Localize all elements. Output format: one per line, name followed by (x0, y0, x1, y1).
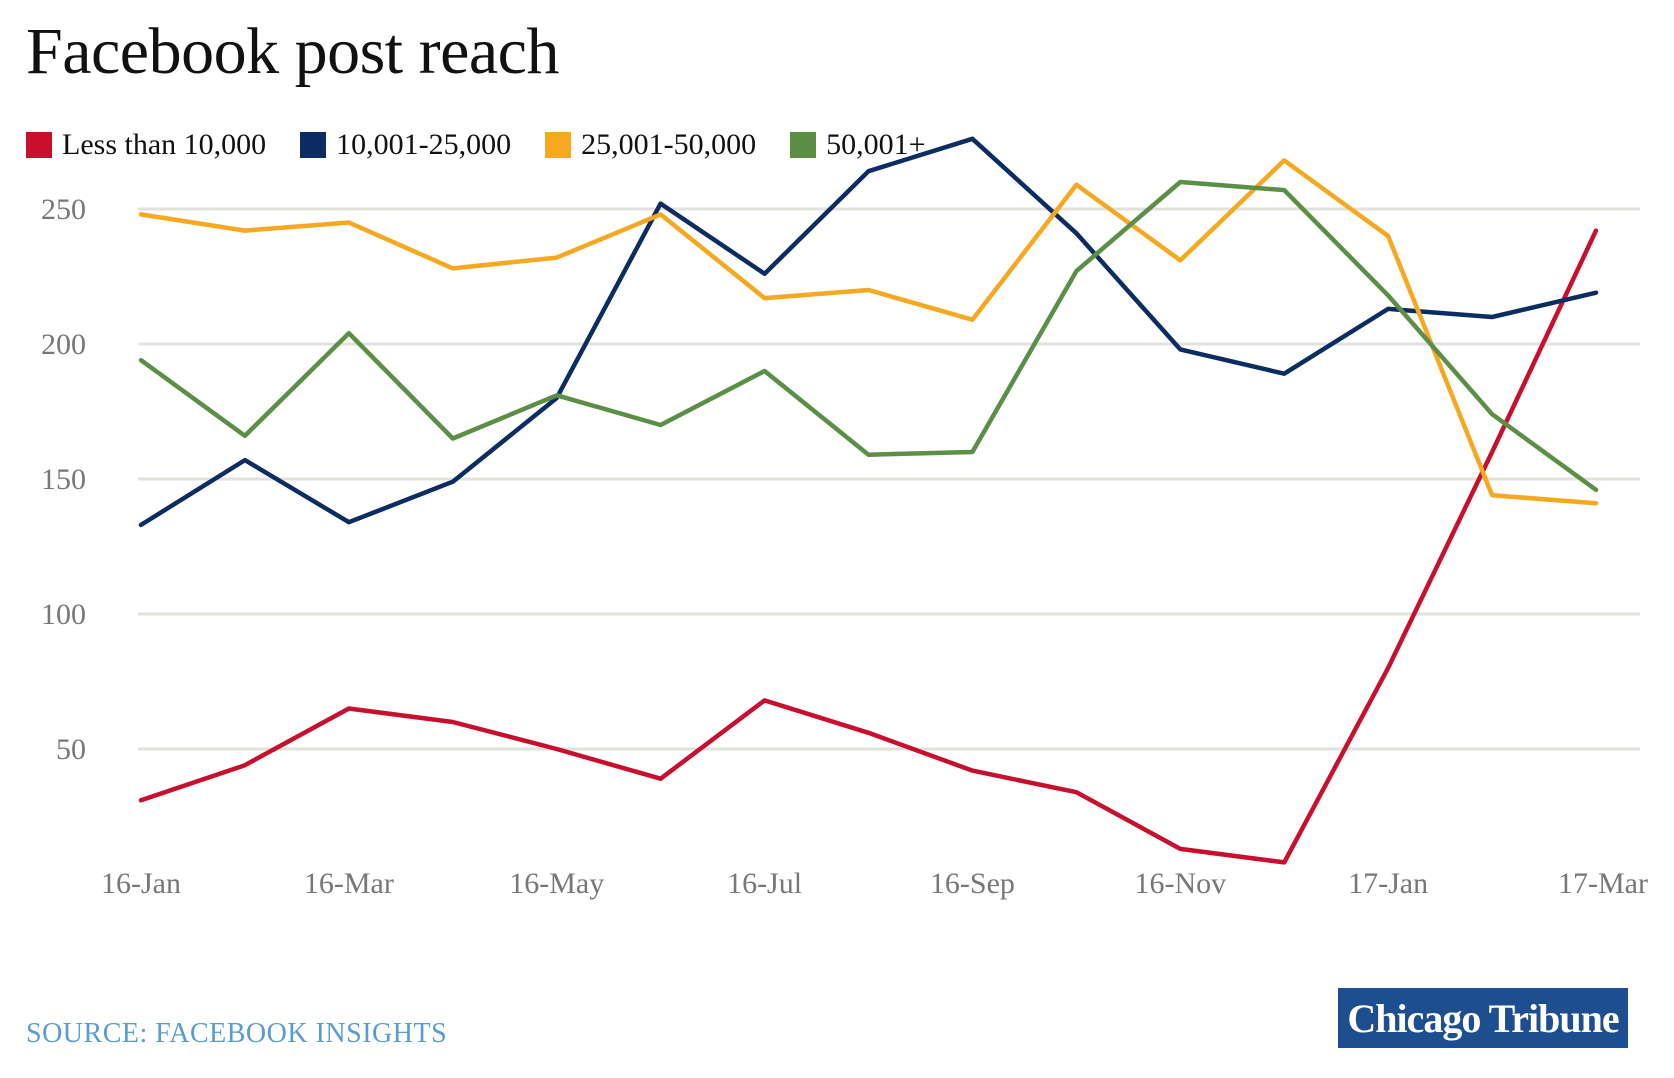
y-tick-label-50: 50 (56, 733, 86, 766)
y-tick-label-100: 100 (41, 598, 86, 631)
y-axis-labels: 50 100 150 200 250 (41, 193, 86, 766)
chart-title: Facebook post reach (26, 15, 559, 88)
legend-item-10001-25000: 10,001-25,000 (300, 128, 511, 162)
y-tick-label-250: 250 (41, 193, 86, 226)
series-line-50-001 (138, 179, 1599, 493)
legend-item-less-than-10000: Less than 10,000 (26, 128, 266, 162)
legend-label-less-than-10000: Less than 10,000 (62, 128, 267, 161)
y-tick-label-200: 200 (41, 328, 86, 361)
series-line-25-001-50-000 (138, 158, 1599, 506)
legend-swatch-less-than-10000 (26, 132, 52, 158)
x-tick-label-16-sep: 16-Sep (930, 867, 1015, 900)
x-tick-label-16-nov: 16-Nov (1134, 867, 1226, 900)
x-tick-label-17-mar: 17-Mar (1558, 867, 1648, 900)
series-line-10-001-25-000 (138, 136, 1599, 528)
legend-label-10001-25000: 10,001-25,000 (336, 128, 512, 161)
legend-swatch-25001-50000 (545, 132, 572, 158)
x-tick-label-16-may: 16-May (509, 867, 604, 900)
x-tick-label-16-jan: 16-Jan (101, 867, 181, 900)
gridlines (138, 207, 1640, 751)
x-tick-label-17-jan: 17-Jan (1348, 867, 1428, 900)
source-note: SOURCE: FACEBOOK INSIGHTS (26, 1018, 448, 1049)
legend-label-25001-50000: 25,001-50,000 (581, 128, 757, 161)
legend-swatch-10001-25000 (300, 132, 327, 158)
legend-label-50001-plus: 50,001+ (826, 128, 926, 161)
legend: Less than 10,000 10,001-25,000 25,001-50… (26, 128, 926, 162)
x-axis-labels: 16-Jan 16-Mar 16-May 16-Jul 16-Sep 16-Nov 17-J… (101, 867, 1648, 900)
y-tick-label-150: 150 (41, 463, 86, 496)
legend-item-50001-plus: 50,001+ (790, 128, 926, 162)
series-lines (138, 136, 1599, 865)
series-line-less-than-10-000 (138, 228, 1599, 865)
legend-swatch-50001-plus (790, 132, 817, 158)
x-tick-label-16-jul: 16-Jul (727, 867, 802, 900)
chicago-tribune-logo: Chicago Tribune (1338, 988, 1628, 1048)
legend-item-25001-50000: 25,001-50,000 (545, 128, 756, 162)
x-tick-label-16-mar: 16-Mar (304, 867, 394, 900)
